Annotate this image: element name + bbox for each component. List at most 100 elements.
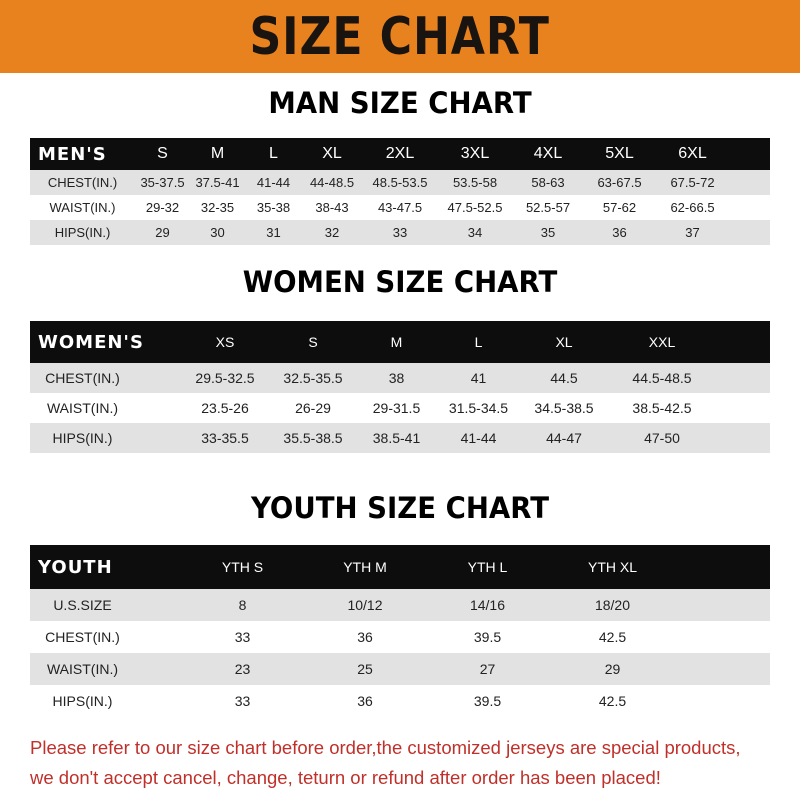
table-row: HIPS(IN.) 29 30 31 32 33 34 35 36 37	[30, 220, 770, 245]
measure-label: WAIST(IN.)	[46, 400, 119, 416]
table-title-cell: YOUTH	[38, 556, 113, 578]
size-header: M	[210, 145, 225, 162]
measure-label: WAIST(IN.)	[46, 661, 119, 677]
size-header: 3XL	[460, 145, 490, 162]
size-value: 33-35.5	[201, 430, 249, 446]
measure-label: U.S.SIZE	[53, 597, 112, 613]
size-value: 44-48.5	[309, 175, 355, 190]
size-value: 48.5-53.5	[372, 175, 428, 190]
size-value: 32.5-35.5	[283, 370, 343, 386]
table-row: U.S.SIZE 8 10/12 14/16 18/20	[30, 589, 770, 621]
size-value: 53.5-58	[452, 175, 498, 190]
size-header: XXL	[648, 334, 676, 350]
size-value: 32	[324, 225, 340, 240]
table-title-cell: WOMEN'S	[38, 331, 144, 353]
size-value: 34	[467, 225, 483, 240]
header-row: WOMEN'S XS S M L XL XXL	[30, 321, 770, 363]
measure-label: WAIST(IN.)	[49, 200, 116, 215]
size-value: 47.5-52.5	[447, 200, 503, 215]
size-value: 36	[357, 629, 373, 645]
size-value: 43-47.5	[377, 200, 423, 215]
size-value: 62-66.5	[670, 200, 715, 215]
size-value: 31.5-34.5	[448, 400, 509, 416]
youth-size-table: YOUTH YTH S YTH M YTH L YTH XL U.S.SIZE 8 10/12…	[30, 545, 770, 717]
measure-label: HIPS(IN.)	[52, 430, 113, 446]
size-value: 38.5-41	[372, 430, 421, 446]
notice-line-1: Please refer to our size chart before or…	[30, 737, 741, 758]
size-header: L	[474, 334, 483, 350]
size-value: 25	[357, 661, 373, 677]
size-value: 42.5	[598, 693, 627, 709]
size-value: 44-47	[546, 430, 582, 446]
table-row: HIPS(IN.) 33-35.5 35.5-38.5 38.5-41 41-44 44-…	[30, 423, 770, 453]
size-value: 38-43	[315, 200, 349, 215]
size-value: 63-67.5	[597, 175, 642, 190]
youth-section-title: YOUTH SIZE CHART	[250, 491, 550, 525]
size-value: 47-50	[644, 430, 680, 446]
size-value: 41-44	[256, 175, 291, 190]
size-value: 33	[234, 629, 251, 645]
size-value: 42.5	[598, 629, 627, 645]
size-value: 29-31.5	[372, 400, 421, 416]
size-value: 44.5	[550, 370, 578, 386]
size-header: S	[308, 334, 318, 350]
size-chart-banner: SIZE CHART	[0, 0, 800, 73]
size-value: 44.5-48.5	[632, 370, 692, 386]
size-value: 36	[612, 225, 627, 240]
size-value: 35	[540, 225, 556, 240]
table-title-cell: MEN'S	[38, 143, 107, 165]
size-value: 37	[685, 225, 700, 240]
men-section-title: MAN SIZE CHART	[268, 86, 532, 120]
size-header: XS	[215, 334, 235, 350]
size-value: 35-37.5	[140, 175, 185, 190]
size-value: 38.5-42.5	[632, 400, 692, 416]
measure-label: CHEST(IN.)	[45, 629, 120, 645]
order-notice: Please refer to our size chart before or…	[30, 733, 800, 793]
size-header: YTH M	[343, 559, 387, 575]
table-row: CHEST(IN.) 29.5-32.5 32.5-35.5 38 41 44.5 44.5…	[30, 363, 770, 393]
header-row: MEN'S S M L XL 2XL 3XL 4XL 5XL 6XL	[30, 138, 770, 170]
women-size-table: WOMEN'S XS S M L XL XXL CHEST(IN.) 29.5-32.5 32.5…	[30, 321, 770, 453]
size-value: 41	[470, 370, 487, 386]
size-value: 29	[604, 661, 621, 677]
size-header: 5XL	[605, 145, 634, 162]
banner-title: SIZE CHART	[249, 6, 551, 67]
size-value: 23	[234, 661, 251, 677]
women-section-title: WOMEN SIZE CHART	[242, 265, 558, 299]
size-value: 52.5-57	[525, 200, 571, 215]
size-value: 26-29	[295, 400, 331, 416]
size-value: 29.5-32.5	[195, 370, 255, 386]
measure-label: CHEST(IN.)	[45, 370, 120, 386]
size-value: 18/20	[594, 597, 631, 613]
size-value: 58-63	[531, 175, 565, 190]
size-header: S	[157, 145, 168, 162]
size-value: 39.5	[473, 693, 502, 709]
size-value: 35-38	[256, 200, 291, 215]
size-value: 30	[210, 225, 225, 240]
size-value: 35.5-38.5	[283, 430, 343, 446]
size-value: 29-32	[145, 200, 180, 215]
table-row: WAIST(IN.) 29-32 32-35 35-38 38-43 43-47.5 47.…	[30, 195, 770, 220]
size-header: 4XL	[533, 145, 563, 162]
table-row: HIPS(IN.) 33 36 39.5 42.5	[30, 685, 770, 717]
size-header: XL	[555, 334, 573, 350]
size-header: YTH XL	[587, 559, 637, 575]
size-value: 10/12	[347, 597, 383, 613]
size-value: 14/16	[469, 597, 506, 613]
size-value: 33	[392, 225, 408, 240]
size-value: 8	[238, 597, 247, 613]
size-header: YTH L	[467, 559, 508, 575]
size-value: 33	[234, 693, 251, 709]
size-header: YTH S	[221, 559, 264, 575]
size-value: 57-62	[602, 200, 637, 215]
size-value: 37.5-41	[195, 175, 240, 190]
size-header: 6XL	[678, 145, 707, 162]
table-row: CHEST(IN.) 33 36 39.5 42.5	[30, 621, 770, 653]
size-header: L	[269, 145, 278, 162]
size-value: 32-35	[200, 200, 235, 215]
size-value: 41-44	[460, 430, 497, 446]
size-value: 67.5-72	[670, 175, 715, 190]
size-value: 31	[266, 225, 281, 240]
header-row: YOUTH YTH S YTH M YTH L YTH XL	[30, 545, 770, 589]
measure-label: HIPS(IN.)	[54, 225, 111, 240]
